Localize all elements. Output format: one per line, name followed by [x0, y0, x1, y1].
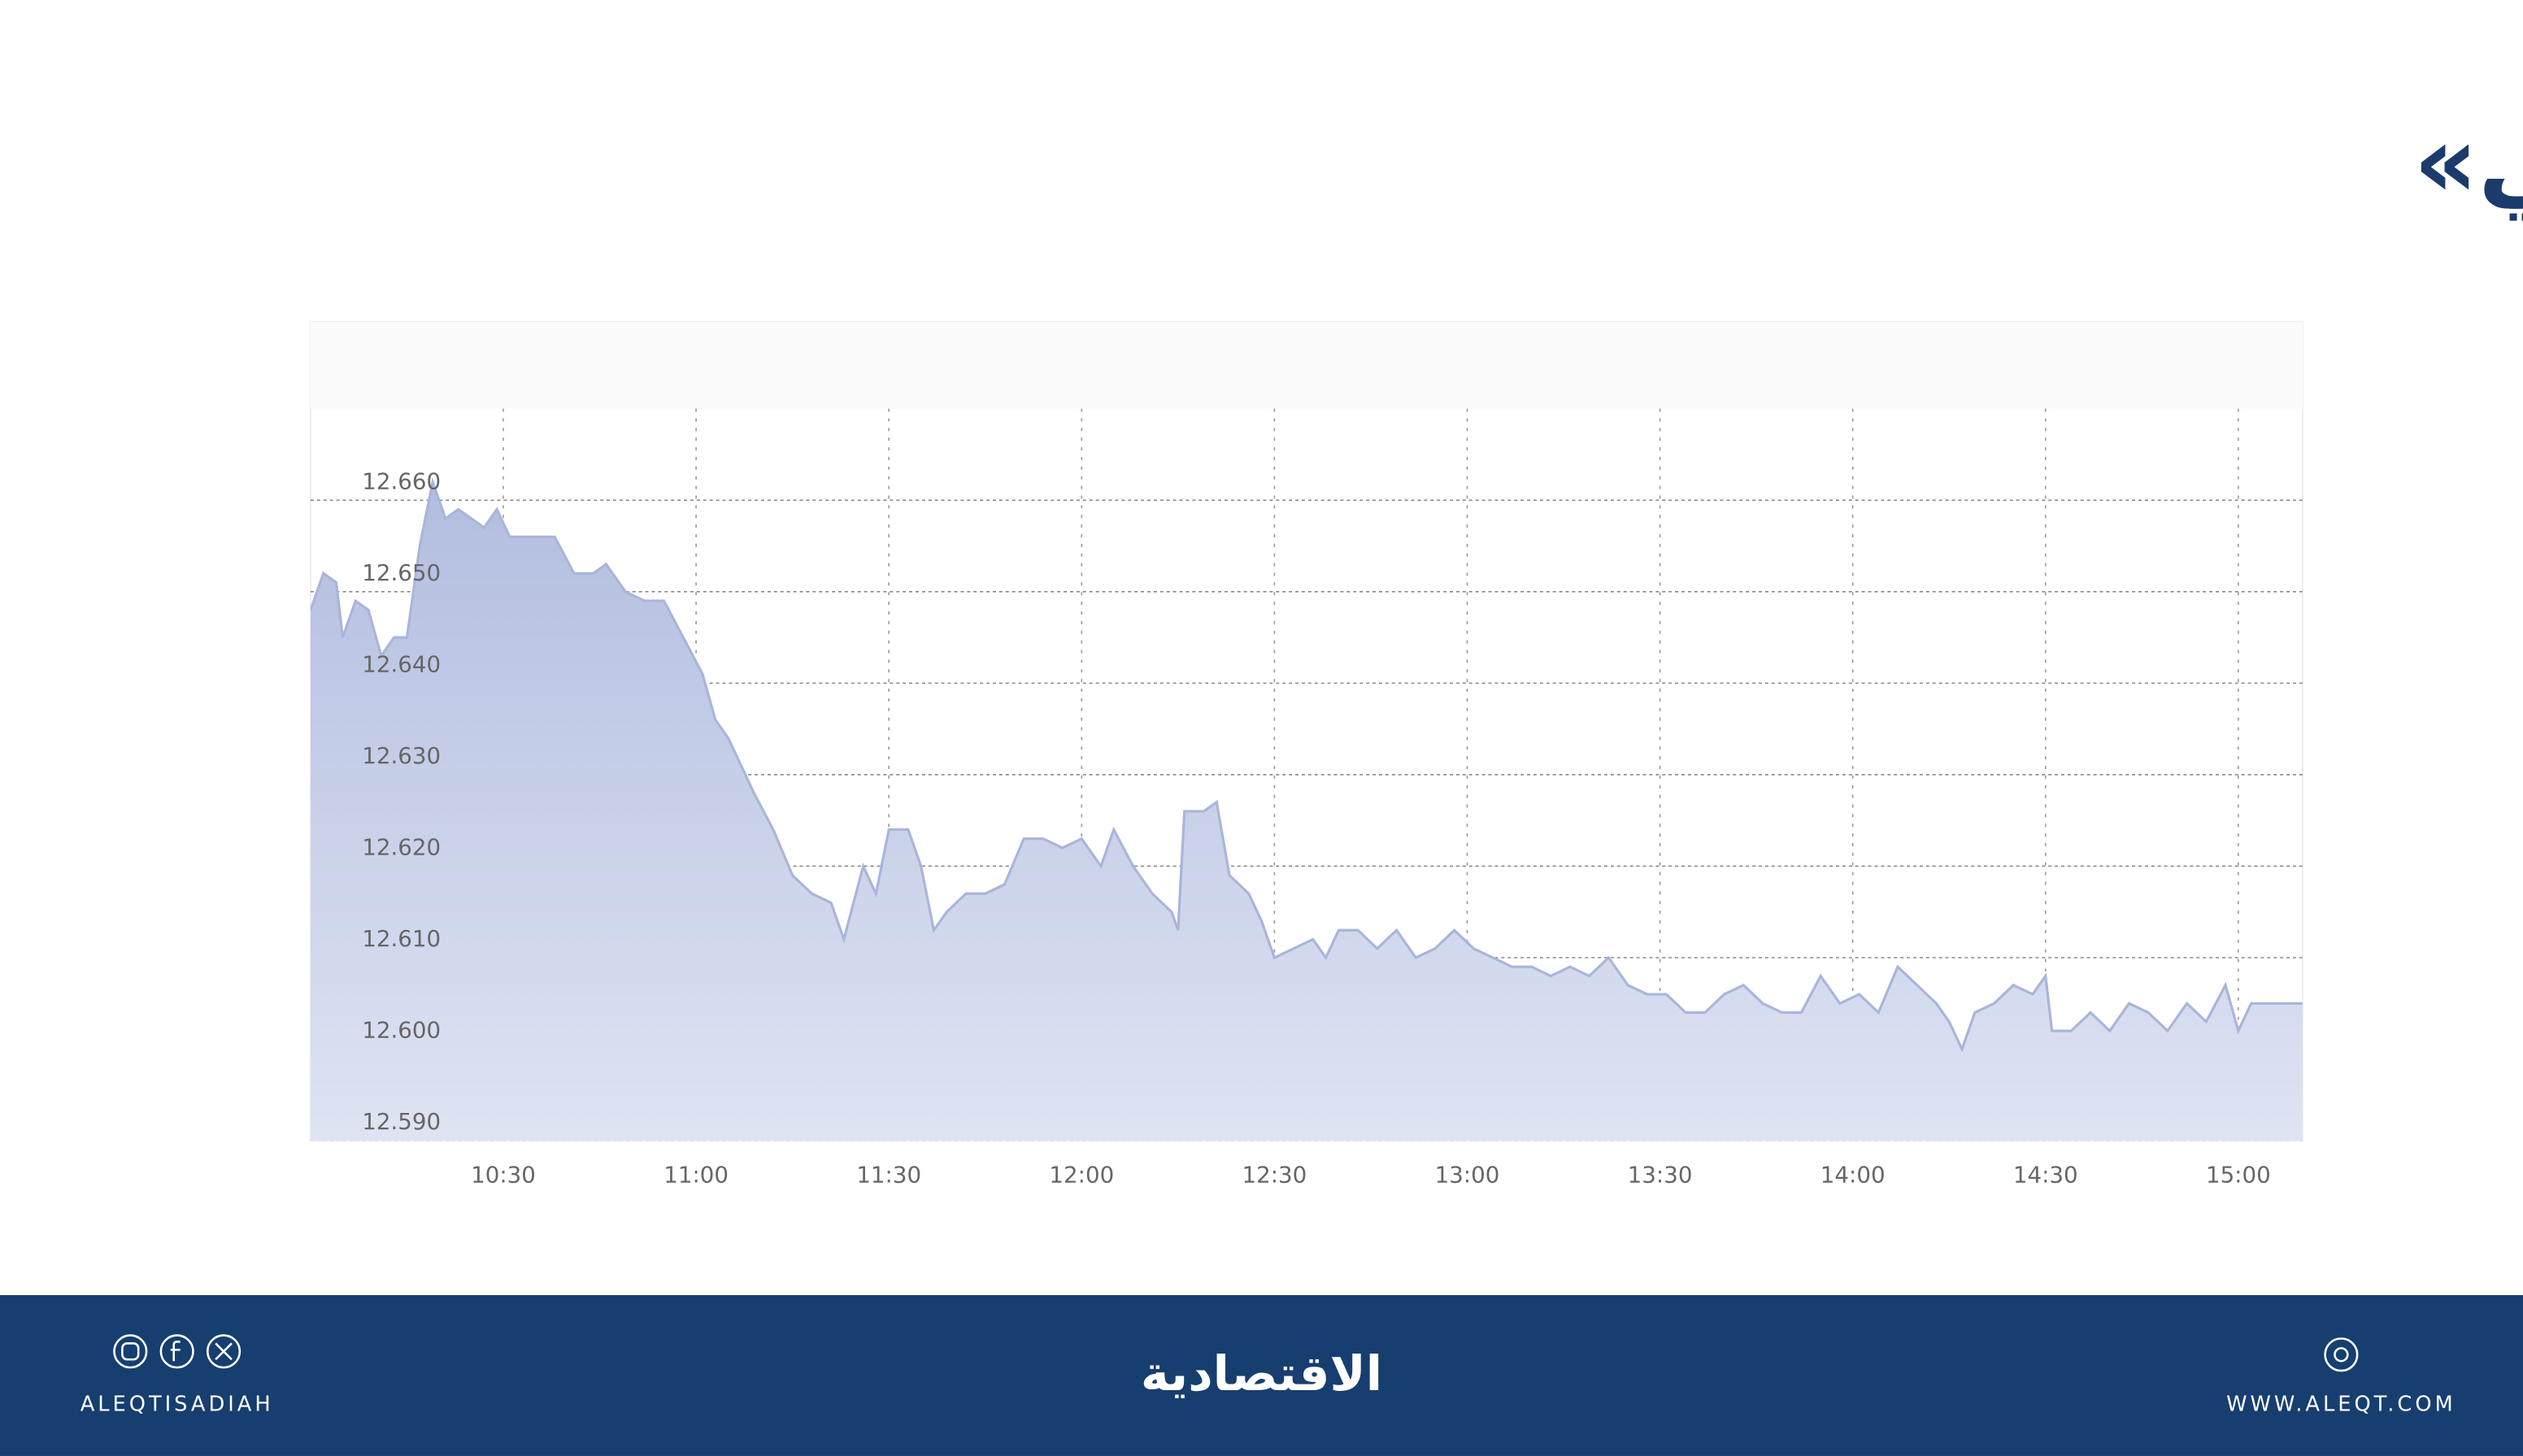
- x-glyph: [215, 1342, 233, 1361]
- x-tick-label: 13:00: [1435, 1162, 1500, 1189]
- x-tick-label: 14:00: [1820, 1162, 1886, 1189]
- web-icon: [2324, 1337, 2359, 1372]
- y-tick-label: 12.620: [362, 834, 441, 861]
- footer-logo: الاقتصادية: [1141, 1345, 1382, 1402]
- title: مؤشر «تاسي»: [2413, 103, 2523, 220]
- y-tick-label: 12.610: [362, 925, 441, 952]
- plot-header: [310, 321, 2303, 409]
- labels: 10:30 11:00 11:30 12:00 12:30 13:00 13:30 14:00…: [362, 467, 2270, 1188]
- facebook-icon: [159, 1334, 194, 1369]
- y-tick-label: 12.640: [362, 651, 441, 678]
- x-tick-label: 11:30: [856, 1162, 921, 1189]
- plot: [310, 408, 2303, 1141]
- y-tick-label: 12.630: [362, 742, 441, 769]
- y-tick-label: 12.660: [362, 467, 441, 494]
- social-icons: [113, 1334, 2359, 1372]
- x-tick-label: 12:30: [1242, 1162, 1307, 1189]
- footer-left: ALEQTISADIAH: [80, 1393, 274, 1417]
- area: [310, 481, 2303, 1141]
- instagram-icon: [113, 1334, 148, 1369]
- x-tick-label: 14:30: [2013, 1162, 2078, 1189]
- web-glyph: [2334, 1347, 2349, 1363]
- x-tick-label: 12:00: [1049, 1162, 1114, 1189]
- instagram-glyph: [121, 1342, 140, 1361]
- x-tick-label: 15:00: [2206, 1162, 2271, 1189]
- line: [310, 476, 2303, 1053]
- y-tick-label: 12.590: [362, 1108, 441, 1135]
- y-tick-label: 12.650: [362, 559, 441, 586]
- footer-right: WWW.ALEQT.COM: [2226, 1393, 2456, 1417]
- y-tick-label: 12.600: [362, 1017, 441, 1044]
- footer-bar: [0, 1295, 2523, 1456]
- facebook-glyph: [170, 1341, 181, 1362]
- x-tick-label: 11:00: [663, 1162, 729, 1189]
- x-tick-label: 13:30: [1628, 1162, 1693, 1189]
- x-icon: [206, 1334, 241, 1369]
- x-tick-label: 10:30: [471, 1162, 536, 1189]
